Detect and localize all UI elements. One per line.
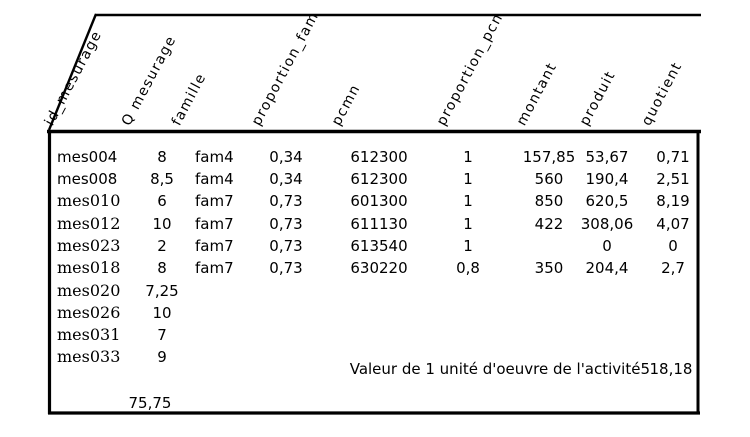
cell-pcmn: 612300: [350, 170, 408, 188]
summary-value: 18,18: [649, 360, 693, 378]
table-row: mes008 8,5 fam4 0,34 612300 1 560 190,4 …: [0, 168, 750, 190]
table-row: mes020 7,25: [0, 280, 750, 302]
cell-id-mesurage: mes023: [57, 236, 121, 255]
cell-quotient: 0: [668, 237, 678, 255]
cell-q-mesurage: 10: [152, 215, 172, 233]
total-row: 75,75: [0, 392, 750, 414]
cell-montant: 350: [534, 259, 564, 277]
cell-famille: fam7: [195, 215, 234, 233]
cell-quotient: 2,51: [656, 170, 690, 188]
cell-q-mesurage: 9: [157, 348, 167, 366]
cell-q-mesurage: 8,5: [150, 170, 174, 188]
cell-quotient: 2,7: [661, 259, 685, 277]
cell-proportion-pcn: 0,8: [456, 259, 480, 277]
cell-famille: fam7: [195, 192, 234, 210]
cell-id-mesurage: mes020: [57, 281, 121, 300]
cell-q-mesurage: 8: [157, 259, 167, 277]
cell-q-mesurage: 8: [157, 148, 167, 166]
cell-montant: 422: [534, 215, 564, 233]
cell-produit: 204,4: [585, 259, 629, 277]
table-row: mes023 2 fam7 0,73 613540 1 0 0: [0, 235, 750, 257]
summary-row: Valeur de 1 unité d'oeuvre de l'activité…: [0, 358, 750, 380]
cell-id-mesurage: mes031: [57, 325, 121, 344]
cell-produit: 53,67: [585, 148, 629, 166]
cell-quotient: 4,07: [656, 215, 690, 233]
cell-pcmn: 601300: [350, 192, 408, 210]
cell-proportion-pcn: 1: [463, 192, 473, 210]
cell-id-mesurage: mes033: [57, 347, 121, 366]
cell-famille: fam4: [195, 148, 234, 166]
cell-produit: 0: [602, 237, 612, 255]
cell-quotient: 0,71: [656, 148, 690, 166]
cell-famille: fam7: [195, 259, 234, 277]
cell-proportion-pcn: 1: [463, 215, 473, 233]
summary-label: Valeur de 1 unité d'oeuvre de l'activité…: [349, 360, 650, 378]
cell-proportion-fam: 0,73: [269, 237, 303, 255]
table-row: mes031 7: [0, 324, 750, 346]
table-row: mes004 8 fam4 0,34 612300 1 157,85 53,67…: [0, 146, 750, 168]
cell-proportion-fam: 0,73: [269, 259, 303, 277]
cell-quotient: 8,19: [656, 192, 690, 210]
cell-montant: 157,85: [522, 148, 576, 166]
header-slanted-border: [47, 13, 98, 131]
table-row: mes033 9: [0, 346, 750, 368]
cell-proportion-fam: 0,73: [269, 215, 303, 233]
table-row: mes012 10 fam7 0,73 611130 1 422 308,06 …: [0, 213, 750, 235]
cell-id-mesurage: mes010: [57, 191, 121, 210]
table-row: mes010 6 fam7 0,73 601300 1 850 620,5 8,…: [0, 190, 750, 212]
cell-id-mesurage: mes026: [57, 303, 121, 322]
cell-produit: 620,5: [585, 192, 629, 210]
table-row: mes018 8 fam7 0,73 630220 0,8 350 204,4 …: [0, 257, 750, 279]
cell-famille: fam4: [195, 170, 234, 188]
cell-pcmn: 611130: [350, 215, 408, 233]
table-row: mes026 10: [0, 302, 750, 324]
cell-famille: fam7: [195, 237, 234, 255]
cell-id-mesurage: mes008: [57, 170, 118, 188]
cell-q-mesurage: 6: [157, 192, 167, 210]
cell-montant: 560: [534, 170, 564, 188]
cell-q-mesurage: 2: [157, 237, 167, 255]
cell-proportion-fam: 0,73: [269, 192, 303, 210]
cell-id-mesurage: mes004: [57, 148, 118, 166]
cell-montant: 850: [534, 192, 564, 210]
cell-q-mesurage: 7,25: [145, 282, 179, 300]
cell-id-mesurage: mes018: [57, 258, 121, 277]
cell-pcmn: 612300: [350, 148, 408, 166]
cell-q-mesurage: 7: [157, 326, 167, 344]
cell-proportion-fam: 0,34: [269, 170, 303, 188]
cell-proportion-fam: 0,34: [269, 148, 303, 166]
cell-id-mesurage: mes012: [57, 214, 121, 233]
q-mesurage-total: 75,75: [128, 394, 172, 412]
cell-pcmn: 630220: [350, 259, 408, 277]
cell-proportion-pcn: 1: [463, 170, 473, 188]
cell-pcmn: 613540: [350, 237, 408, 255]
cell-proportion-pcn: 1: [463, 237, 473, 255]
cell-q-mesurage: 10: [152, 304, 172, 322]
cell-produit: 308,06: [580, 215, 634, 233]
cell-proportion-pcn: 1: [463, 148, 473, 166]
cell-produit: 190,4: [585, 170, 629, 188]
